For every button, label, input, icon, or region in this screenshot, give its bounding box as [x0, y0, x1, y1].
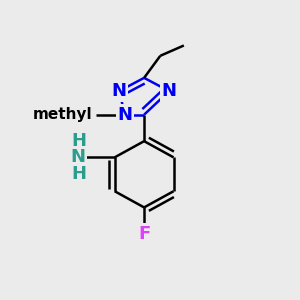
Text: H: H — [72, 165, 87, 183]
Text: N: N — [70, 148, 86, 166]
Text: N: N — [118, 106, 133, 124]
Text: N: N — [162, 82, 177, 100]
Text: N: N — [112, 82, 127, 100]
Text: F: F — [138, 225, 150, 243]
Text: methyl: methyl — [33, 107, 93, 122]
Text: H: H — [72, 132, 87, 150]
